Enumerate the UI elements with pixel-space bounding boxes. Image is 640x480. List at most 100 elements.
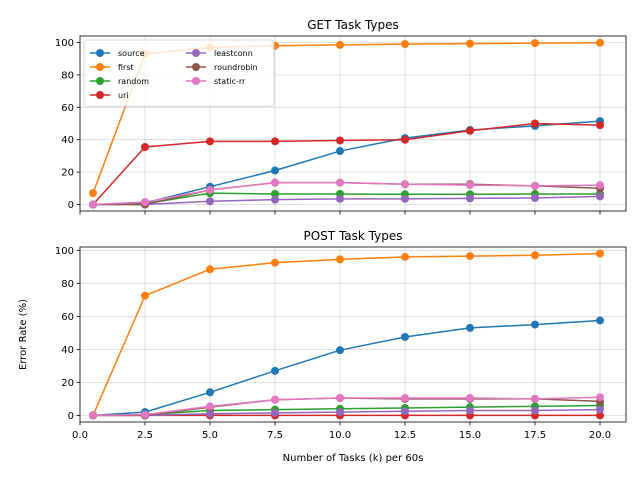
- data-point-leastconn: [401, 407, 409, 416]
- data-point-leastconn: [271, 195, 279, 204]
- legend-swatch-marker: [96, 63, 104, 71]
- legend-swatch-marker: [192, 49, 200, 57]
- data-point-first: [89, 189, 97, 198]
- post-panel: 0.0 2.5 5.0 7.5 10.0 12.5 15.0 17.5 20.0 0 20 40 60 8…: [18, 229, 627, 464]
- y-tick-label: 0: [68, 411, 74, 422]
- data-point-source: [466, 323, 474, 332]
- data-point-static-rr: [271, 395, 279, 404]
- legend-label: static-rr: [214, 77, 246, 86]
- data-point-static-rr: [89, 200, 97, 209]
- x-tick-label: 0.0: [72, 430, 88, 441]
- y-tick-label: 80: [61, 279, 74, 290]
- data-point-uri: [466, 126, 474, 135]
- legend-item-random: random: [90, 77, 149, 86]
- data-point-first: [596, 38, 604, 47]
- get-panel: 0 20 40 60 80 100 GET Task Types source first ran…: [55, 18, 627, 215]
- plot-frame: [79, 35, 627, 212]
- legend-swatch-marker: [192, 63, 200, 71]
- legend-label: random: [118, 77, 149, 86]
- y-tick-label: 60: [61, 312, 74, 323]
- data-point-source: [401, 332, 409, 341]
- series-line-uri: [92, 122, 601, 206]
- data-point-static-rr: [206, 185, 214, 194]
- legend-swatch-marker: [96, 49, 104, 57]
- y-tick-label: 100: [55, 38, 74, 49]
- data-point-static-rr: [401, 394, 409, 403]
- series-line-first: [92, 252, 601, 416]
- y-tick-label: 0: [68, 200, 74, 211]
- legend-label: roundrobin: [214, 63, 258, 72]
- data-point-static-rr: [336, 178, 344, 187]
- data-point-uri: [531, 119, 539, 128]
- legend-item-source: source: [90, 49, 145, 58]
- data-point-source: [271, 366, 279, 375]
- series-line-source: [92, 319, 601, 417]
- data-point-leastconn: [531, 406, 539, 415]
- x-tick-label: 2.5: [137, 430, 153, 441]
- data-point-static-rr: [206, 402, 214, 411]
- data-point-first: [206, 265, 214, 274]
- legend: source first random uri leastconn roundrobin s…: [83, 39, 275, 107]
- data-point-static-rr: [141, 198, 149, 207]
- data-point-leastconn: [206, 409, 214, 418]
- data-point-first: [466, 39, 474, 48]
- y-tick-label: 20: [61, 168, 74, 179]
- y-tick-label: 40: [61, 345, 74, 356]
- data-point-static-rr: [466, 181, 474, 190]
- data-point-uri: [401, 135, 409, 144]
- data-point-static-rr: [271, 178, 279, 187]
- data-point-leastconn: [531, 194, 539, 203]
- x-tick-label: 7.5: [267, 430, 283, 441]
- data-point-first: [271, 258, 279, 267]
- data-point-static-rr: [596, 393, 604, 402]
- legend-item-uri: uri: [90, 91, 129, 100]
- data-point-static-rr: [531, 181, 539, 190]
- data-point-leastconn: [466, 406, 474, 415]
- data-point-first: [336, 40, 344, 49]
- y-tick-label: 40: [61, 135, 74, 146]
- data-point-source: [336, 346, 344, 355]
- x-tick-label: 12.5: [394, 430, 416, 441]
- data-point-leastconn: [401, 194, 409, 203]
- data-point-static-rr: [141, 410, 149, 419]
- data-point-leastconn: [336, 194, 344, 203]
- data-point-uri: [336, 136, 344, 145]
- data-point-static-rr: [531, 394, 539, 403]
- data-point-leastconn: [596, 192, 604, 201]
- legend-box: [83, 39, 275, 107]
- data-point-leastconn: [206, 197, 214, 206]
- x-tick-label: 15.0: [459, 430, 481, 441]
- legend-item-leastconn: leastconn: [186, 49, 253, 58]
- y-tick-label: 60: [61, 103, 74, 114]
- y-tick-label: 80: [61, 70, 74, 81]
- y-axis-label: Error Rate (%): [18, 299, 29, 370]
- data-point-uri: [596, 121, 604, 130]
- data-point-leastconn: [271, 408, 279, 417]
- x-tick-label: 17.5: [524, 430, 546, 441]
- legend-swatch-marker: [192, 77, 200, 85]
- data-point-first: [141, 291, 149, 300]
- data-point-source: [336, 147, 344, 156]
- data-point-first: [531, 39, 539, 48]
- data-point-uri: [271, 137, 279, 146]
- legend-label: leastconn: [214, 49, 253, 58]
- data-point-source: [596, 316, 604, 325]
- series-line-source: [92, 120, 601, 206]
- data-point-random: [271, 189, 279, 198]
- data-point-first: [531, 251, 539, 260]
- legend-item-static-rr: static-rr: [186, 77, 246, 86]
- data-point-uri: [596, 411, 604, 420]
- data-point-leastconn: [336, 408, 344, 417]
- data-point-source: [271, 166, 279, 175]
- data-point-source: [531, 320, 539, 329]
- data-point-static-rr: [401, 180, 409, 189]
- data-point-static-rr: [336, 394, 344, 403]
- data-point-first: [596, 249, 604, 258]
- data-point-first: [401, 40, 409, 49]
- x-tick-label: 5.0: [202, 430, 218, 441]
- data-point-static-rr: [466, 394, 474, 403]
- data-point-static-rr: [89, 411, 97, 420]
- data-point-source: [206, 388, 214, 397]
- data-point-uri: [141, 142, 149, 151]
